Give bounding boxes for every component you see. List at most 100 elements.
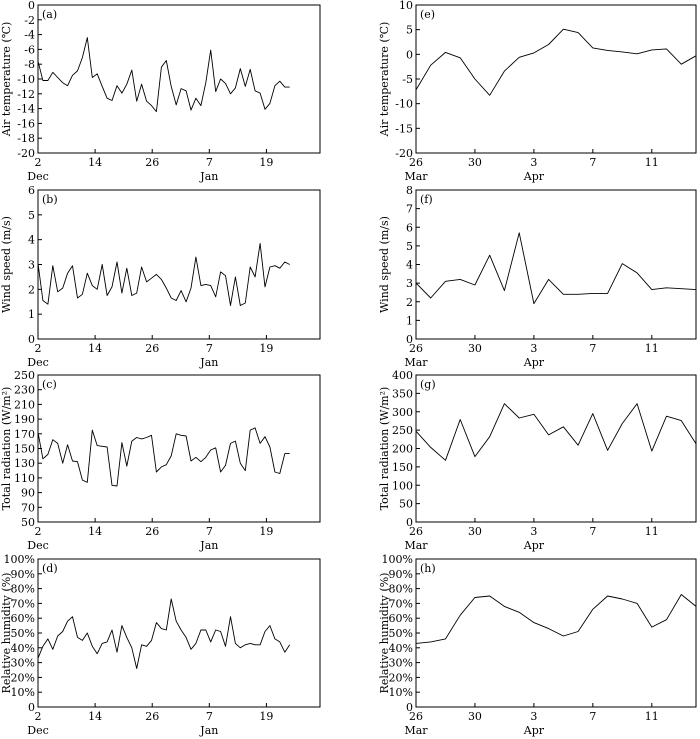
y-tick-label-h: 30% (389, 657, 413, 670)
y-tick-label-e: 10 (399, 0, 413, 12)
y-tick-label-g: 100 (392, 479, 413, 492)
x-tick-label-f: 7 (589, 342, 596, 355)
y-tick-label-d: 100% (4, 553, 35, 566)
y-tick-label-c: 70 (21, 501, 35, 514)
y-tick-label-h: 70% (389, 597, 413, 610)
y-tick-label-h: 90% (389, 568, 413, 581)
y-tick-label-a: -10 (17, 73, 35, 86)
y-tick-label-e: -15 (395, 122, 413, 135)
x-tick-label-b: 26 (145, 342, 159, 355)
x-tick-label-c: 2 (35, 525, 42, 538)
y-tick-label-d: 90% (11, 568, 35, 581)
x-tick-label-c: 7 (206, 525, 213, 538)
series-line-f (415, 232, 697, 305)
x-tick-label-a: 19 (259, 156, 273, 169)
x-tick-label-e: 30 (468, 156, 482, 169)
y-tick-label-h: 20% (389, 671, 413, 684)
x-tick-label-h: 3 (530, 710, 537, 723)
y-tick-label-h: 50% (389, 627, 413, 640)
month-label-a: Dec (27, 170, 49, 183)
x-tick-label-g: 30 (468, 525, 482, 538)
y-tick-label-b: 2 (28, 283, 35, 296)
series-line-h (415, 594, 697, 644)
y-tick-label-g: 150 (392, 461, 413, 474)
y-tick-label-d: 10% (11, 686, 35, 699)
y-tick-label-f: 3 (406, 277, 413, 290)
y-tick-label-g: 400 (392, 369, 413, 382)
y-tick-label-b: 3 (28, 259, 35, 272)
y-tick-label-c: 170 (14, 428, 35, 441)
y-tick-label-f: 4 (406, 259, 413, 272)
plot-frame-h (415, 558, 697, 708)
y-tick-label-b: 6 (28, 184, 35, 197)
x-tick-label-h: 11 (645, 710, 659, 723)
x-tick-label-e: 3 (530, 156, 537, 169)
y-tick-label-g: 300 (392, 406, 413, 419)
series-line-d (37, 598, 291, 669)
y-tick-label-f: 2 (406, 296, 413, 309)
y-tick-label-c: 110 (14, 472, 35, 485)
x-tick-label-d: 14 (88, 710, 102, 723)
x-tick-label-h: 7 (589, 710, 596, 723)
y-tick-label-d: 20% (11, 671, 35, 684)
x-tick-label-b: 2 (35, 342, 42, 355)
y-axis-label-e: Air temperature (℃) (378, 22, 391, 138)
y-tick-label-d: 80% (11, 583, 35, 596)
y-tick-label-e: 5 (406, 24, 413, 37)
y-tick-label-f: 0 (406, 333, 413, 346)
x-tick-label-d: 7 (206, 710, 213, 723)
y-tick-label-c: 130 (14, 457, 35, 470)
y-axis-label-b: Wind speed (m/s) (0, 216, 13, 313)
month-label-g: Mar (404, 539, 428, 552)
x-tick-label-c: 26 (145, 525, 159, 538)
y-tick-label-a: 0 (28, 0, 35, 12)
y-axis-label-d: Relative humidity (%) (0, 573, 13, 694)
y-tick-label-h: 0 (406, 701, 413, 714)
x-tick-label-b: 7 (206, 342, 213, 355)
y-tick-label-f: 6 (406, 221, 413, 234)
panel-label-e: (e) (420, 8, 435, 21)
y-tick-label-h: 80% (389, 583, 413, 596)
panel-label-g: (g) (420, 378, 436, 391)
y-tick-label-e: -20 (395, 147, 413, 160)
y-tick-label-h: 60% (389, 612, 413, 625)
y-tick-label-a: -14 (17, 103, 35, 116)
x-tick-label-f: 11 (645, 342, 659, 355)
x-tick-label-h: 30 (468, 710, 482, 723)
y-tick-label-a: -2 (24, 14, 35, 27)
x-tick-label-a: 7 (206, 156, 213, 169)
x-tick-label-g: 3 (530, 525, 537, 538)
y-tick-label-c: 250 (14, 369, 35, 382)
y-tick-label-b: 5 (28, 209, 35, 222)
y-tick-label-d: 70% (11, 597, 35, 610)
y-tick-label-e: -5 (402, 73, 413, 86)
y-tick-label-c: 230 (14, 384, 35, 397)
plot-frame-g (415, 374, 697, 523)
month-label-a: Jan (199, 170, 218, 183)
panel-label-f: (f) (420, 193, 433, 206)
y-tick-label-a: -18 (17, 132, 35, 145)
x-tick-label-e: 26 (409, 156, 423, 169)
month-label-f: Apr (523, 356, 545, 369)
y-tick-label-a: -12 (17, 88, 35, 101)
month-label-f: Mar (404, 356, 428, 369)
y-tick-label-d: 30% (11, 657, 35, 670)
y-tick-label-c: 190 (14, 413, 35, 426)
plot-frame-c (37, 374, 321, 523)
plot-frame-b (37, 189, 321, 340)
x-tick-label-a: 2 (35, 156, 42, 169)
month-label-g: Apr (523, 539, 545, 552)
y-tick-label-c: 50 (21, 516, 35, 529)
y-tick-label-b: 1 (28, 308, 35, 321)
month-label-h: Mar (404, 724, 428, 737)
y-tick-label-g: 250 (392, 424, 413, 437)
month-label-c: Jan (199, 539, 218, 552)
month-label-d: Jan (199, 724, 218, 737)
y-tick-label-h: 100% (382, 553, 413, 566)
series-line-a (37, 37, 290, 113)
y-tick-label-f: 7 (406, 203, 413, 216)
y-tick-label-d: 0 (28, 701, 35, 714)
y-tick-label-b: 4 (28, 234, 35, 247)
y-tick-label-d: 40% (11, 642, 35, 655)
